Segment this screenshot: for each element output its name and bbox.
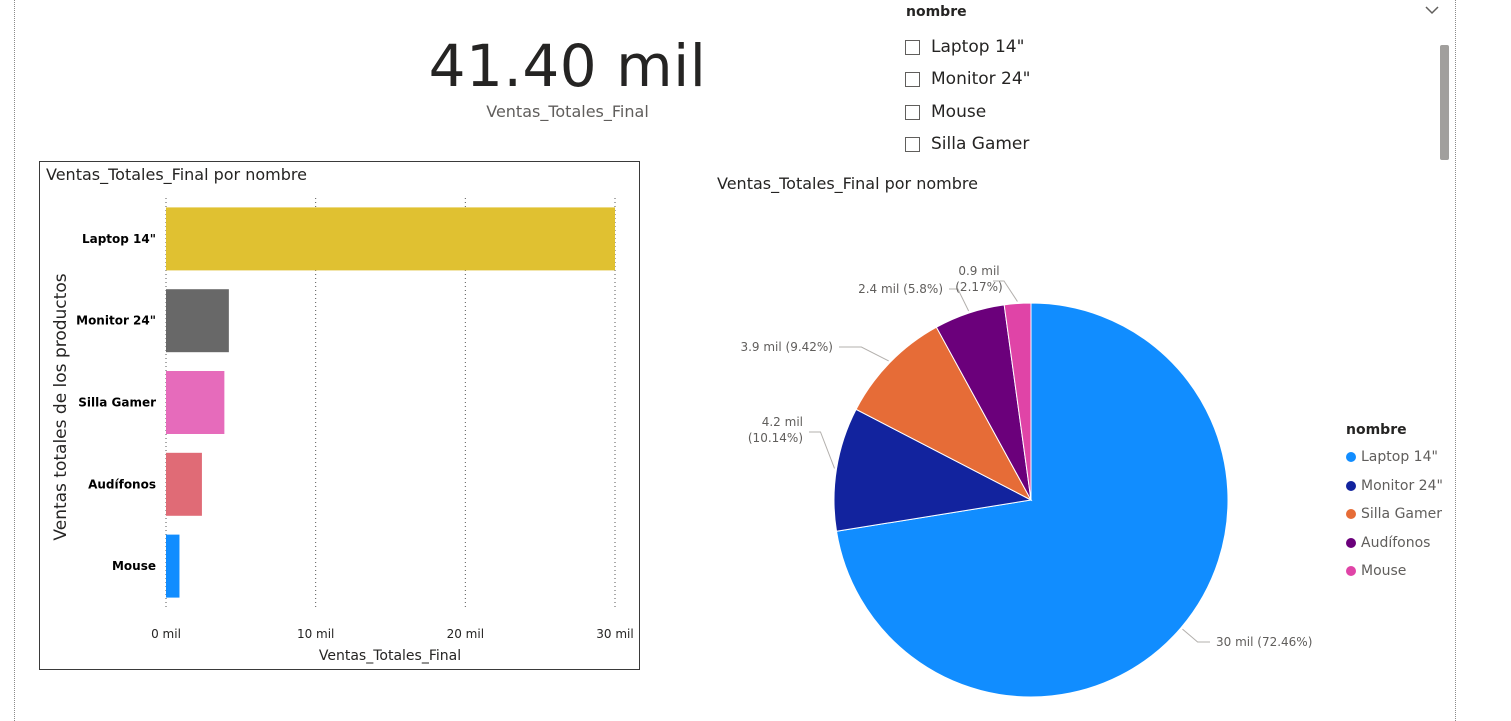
slicer-nombre[interactable]: nombre Laptop 14" Monitor 24" Mouse Sill… (896, 0, 1456, 162)
legend-label: Mouse (1361, 563, 1407, 580)
pie-legend: nombre Laptop 14" Monitor 24" Silla Gamer A… (1346, 422, 1443, 586)
pie-slice (835, 302, 1229, 698)
legend-dot-icon (1346, 537, 1356, 548)
leader-line (993, 280, 1018, 302)
data-label: 4.2 mil (762, 415, 803, 429)
slicer-item-silla[interactable]: Silla Gamer (905, 131, 1029, 157)
bar (166, 534, 180, 598)
legend-dot-icon (1346, 480, 1356, 491)
pie-chart-title: Ventas_Totales_Final por nombre (717, 174, 978, 193)
legend-dot-icon (1346, 509, 1356, 520)
bar-chart-title: Ventas_Totales_Final por nombre (46, 165, 307, 184)
legend-item[interactable]: Laptop 14" (1346, 443, 1443, 472)
slicer-item-mouse[interactable]: Mouse (905, 99, 986, 125)
bar (166, 289, 229, 353)
slicer-item-label: Mouse (931, 102, 987, 122)
pie-slice (1003, 302, 1032, 501)
legend-dot-icon (1346, 566, 1356, 577)
y-category-label: Monitor 24" (76, 314, 156, 328)
slicer-header: nombre (906, 4, 967, 20)
y-category-label: Laptop 14" (82, 232, 156, 246)
legend-item[interactable]: Mouse (1346, 557, 1443, 586)
data-label: 3.9 mil (9.42%) (740, 340, 833, 354)
bar-chart-svg: 0 mil 10 mil 20 mil 30 mil Laptop 14" Monitor… (51, 198, 634, 664)
checkbox[interactable] (905, 104, 920, 120)
x-tick-label: 20 mil (447, 627, 484, 641)
legend-item[interactable]: Audífonos (1346, 529, 1443, 558)
bar (166, 207, 615, 271)
x-tick-label: 10 mil (297, 627, 334, 641)
data-label: 30 mil (72.46%) (1216, 635, 1312, 649)
legend-title: nombre (1346, 422, 1407, 438)
x-axis-title: Ventas_Totales_Final (319, 648, 461, 664)
checkbox[interactable] (905, 71, 920, 87)
leader-line (1182, 628, 1210, 643)
slicer-scrollbar[interactable] (1440, 45, 1449, 160)
x-tick-label: 0 mil (151, 627, 181, 641)
kpi-card[interactable]: 41.40 mil Ventas_Totales_Final (380, 28, 755, 121)
slicer-item-label: Silla Gamer (931, 134, 1030, 154)
bar (166, 452, 202, 516)
legend-label: Silla Gamer (1361, 506, 1443, 523)
canvas-border-left (14, 0, 15, 721)
legend-label: Audífonos (1361, 534, 1431, 551)
y-category-label: Audífonos (88, 477, 156, 491)
slicer-item-laptop[interactable]: Laptop 14" (905, 34, 1024, 60)
leader-line (839, 346, 889, 362)
legend-item[interactable]: Monitor 24" (1346, 472, 1443, 501)
y-category-label: Mouse (112, 559, 156, 573)
legend-dot-icon (1346, 452, 1356, 463)
legend-label: Monitor 24" (1361, 477, 1443, 494)
chevron-down-icon[interactable] (1424, 2, 1440, 20)
pie-chart-svg: 30 mil (72.46%) 4.2 mil (10.14%) 3.9 mil (9… (740, 264, 1312, 698)
leader-line (949, 288, 970, 312)
y-axis-title: Ventas totales de los productos (51, 273, 71, 540)
checkbox[interactable] (905, 39, 920, 55)
legend-item[interactable]: Silla Gamer (1346, 500, 1443, 529)
slicer-item-label: Monitor 24" (931, 69, 1031, 89)
canvas-border-right (1455, 0, 1456, 721)
bar (166, 371, 225, 434)
x-tick-label: 30 mil (596, 627, 633, 641)
data-label: (10.14%) (748, 431, 803, 445)
data-label: 2.4 mil (5.8%) (858, 282, 943, 296)
slicer-item-label: Laptop 14" (931, 37, 1025, 57)
leader-line (809, 431, 835, 469)
slicer-item-monitor[interactable]: Monitor 24" (905, 66, 1030, 92)
y-category-label: Silla Gamer (78, 396, 156, 410)
pie-slice (833, 408, 1033, 532)
kpi-value: 41.40 mil (428, 32, 707, 100)
data-label: 0.9 mil (958, 264, 999, 278)
checkbox[interactable] (905, 136, 920, 152)
pie-slice (855, 326, 1033, 502)
bar-chart-visual[interactable]: Ventas_Totales_Final por nombre 0 mil 10 … (39, 161, 640, 670)
legend-label: Laptop 14" (1361, 449, 1438, 466)
data-label: (2.17%) (955, 280, 1002, 294)
kpi-label: Ventas_Totales_Final (486, 102, 649, 121)
